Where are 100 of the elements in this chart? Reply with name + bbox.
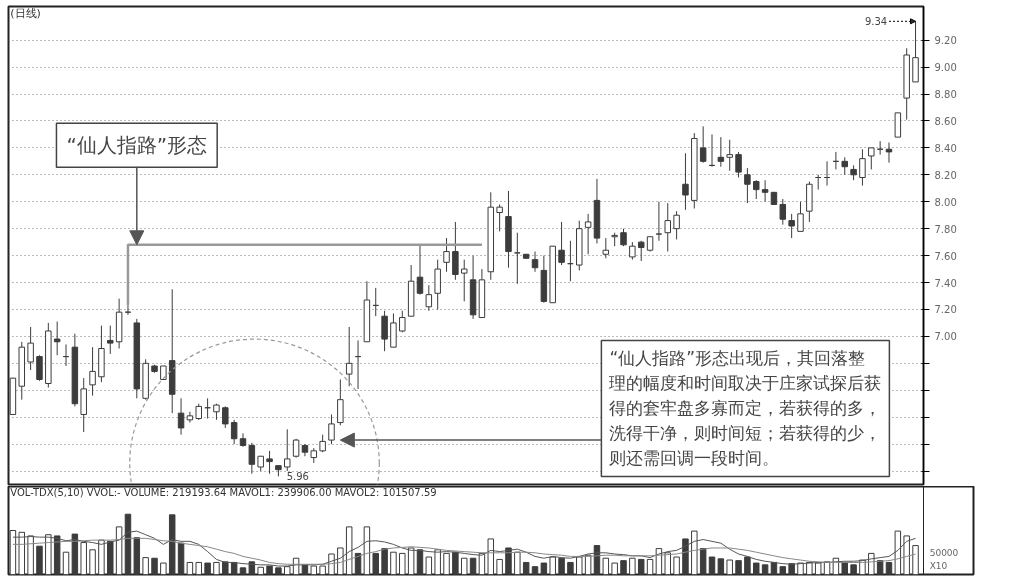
bar xyxy=(284,566,291,575)
bar xyxy=(168,514,176,575)
candlestick xyxy=(761,179,769,203)
bar xyxy=(646,558,654,575)
bar xyxy=(53,535,61,575)
y-tick-label: 8.80 xyxy=(934,89,957,101)
bar xyxy=(629,557,636,575)
bar xyxy=(319,565,326,575)
bar xyxy=(841,561,848,575)
candlestick xyxy=(868,147,875,170)
bar xyxy=(753,562,760,575)
bar xyxy=(894,530,902,575)
bar xyxy=(381,548,388,575)
candlestick xyxy=(531,251,539,273)
bar xyxy=(797,562,804,575)
bar xyxy=(531,566,539,575)
bar xyxy=(89,549,96,575)
bar xyxy=(222,561,229,575)
bar xyxy=(673,556,680,575)
candlestick xyxy=(664,202,671,253)
bar xyxy=(425,556,433,575)
bar xyxy=(788,563,795,575)
candlestick xyxy=(337,378,344,426)
bar xyxy=(151,557,158,575)
chart-title: (日线) xyxy=(10,6,41,20)
candlestick xyxy=(885,141,893,164)
bar xyxy=(230,561,238,575)
y-tick-label: 7.40 xyxy=(934,277,957,289)
bar xyxy=(903,535,910,575)
bar xyxy=(310,565,318,575)
bar xyxy=(496,558,503,575)
candlestick xyxy=(584,213,592,255)
candlestick xyxy=(452,221,459,281)
bar xyxy=(204,562,211,575)
y-tick-label: 9.00 xyxy=(934,62,957,74)
bar xyxy=(133,537,141,575)
candlestick xyxy=(27,326,34,371)
candlestick xyxy=(107,325,114,355)
candlestick xyxy=(36,354,43,382)
bar xyxy=(611,562,618,575)
bar xyxy=(576,556,583,575)
candlestick xyxy=(558,221,565,266)
candlestick xyxy=(53,321,61,356)
candlestick xyxy=(682,152,689,211)
bar xyxy=(584,554,592,575)
candlestick xyxy=(186,411,194,424)
bar xyxy=(80,542,87,575)
y-tick-label: 8.20 xyxy=(934,169,957,181)
chart-title: VOL-TDX(5,10) VVOL:- VOLUME: 219193.64 MAVOL1: 239906.00 MAVOL2: 101507.59 xyxy=(10,486,437,498)
bar xyxy=(487,538,495,575)
bar xyxy=(239,567,247,575)
bar xyxy=(45,534,52,575)
bar xyxy=(372,552,379,575)
bar xyxy=(735,560,742,575)
candlestick xyxy=(222,405,229,429)
annotation: “仙人指路”形态出现后，其回落整理的幅度和时间取决于庄家试探后获得的套牢盘多寡而定，若获得的多，洗得干净，则时间短；若获得的少，则还需回调一段时间。 xyxy=(609,348,882,469)
candlestick xyxy=(239,432,247,448)
y-tick-label: 9.20 xyxy=(934,35,957,47)
y-tick-label: 7.20 xyxy=(934,304,957,316)
candlestick xyxy=(328,413,335,445)
candlestick xyxy=(177,397,185,436)
candlestick xyxy=(726,139,733,172)
bar xyxy=(337,547,344,575)
candlestick xyxy=(797,201,804,232)
annotation: 9.34 xyxy=(864,16,888,28)
y-tick-label: 7.60 xyxy=(934,250,957,262)
bar xyxy=(345,526,353,575)
y-tick-label: 8.60 xyxy=(934,115,957,127)
bar xyxy=(107,540,114,575)
bar xyxy=(407,547,415,575)
candlestick xyxy=(381,310,388,352)
candlestick xyxy=(416,244,424,296)
bar xyxy=(36,545,43,575)
bar xyxy=(452,551,459,575)
bar xyxy=(885,561,893,575)
candlestick xyxy=(788,213,795,239)
bar xyxy=(567,561,574,575)
y-tick-label: 8.40 xyxy=(934,142,957,154)
candlestick xyxy=(496,203,503,232)
bar xyxy=(726,559,733,575)
candlestick xyxy=(345,326,353,387)
bar xyxy=(744,556,751,575)
bar xyxy=(142,557,149,575)
bar xyxy=(62,551,70,575)
bar xyxy=(18,531,26,575)
candlestick xyxy=(602,237,610,259)
bar xyxy=(514,551,521,575)
bar xyxy=(390,551,397,575)
bar xyxy=(160,562,167,575)
bar xyxy=(460,557,468,575)
bar xyxy=(115,526,123,575)
bar xyxy=(248,561,256,575)
bar xyxy=(213,561,220,575)
bar xyxy=(522,561,530,575)
bar xyxy=(682,538,689,575)
candlestick xyxy=(230,419,238,445)
annotation: 5.96 xyxy=(286,471,309,483)
y-tick-label: 7.80 xyxy=(934,223,957,235)
bar xyxy=(637,558,645,575)
bar xyxy=(540,562,548,575)
